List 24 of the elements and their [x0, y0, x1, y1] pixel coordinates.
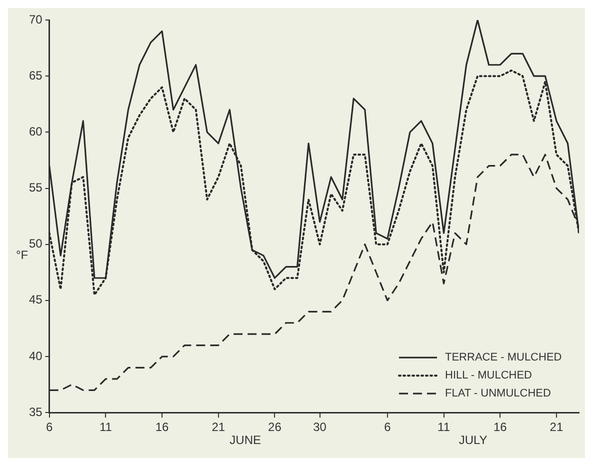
legend-label: FLAT - UNMULCHED: [445, 388, 551, 400]
text: JULY: [458, 432, 488, 447]
x-tick-label: 6: [384, 420, 392, 434]
x-tick-label: 6: [46, 420, 54, 434]
y-axis-title: °F: [16, 248, 28, 262]
x-tick-label: 26: [268, 420, 282, 434]
text: JUNE: [230, 432, 261, 447]
x-tick-label: 30: [313, 420, 327, 434]
y-tick-label: 65: [28, 68, 43, 82]
x-tick-label: 21: [550, 420, 564, 434]
x-tick-label: 16: [493, 420, 508, 434]
y-tick-label: 60: [28, 124, 43, 138]
x-tick-label: 11: [99, 420, 112, 434]
y-tick-label: 50: [28, 236, 43, 251]
y-tick-label: 55: [28, 180, 43, 195]
legend-label: HILL - MULCHED: [445, 370, 532, 382]
y-tick-label: 40: [28, 348, 43, 363]
legend-label: TERRACE - MULCHED: [445, 352, 562, 364]
x-tick-label: 11: [438, 420, 450, 434]
y-tick-label: 70: [28, 12, 43, 26]
y-tick-label: 35: [28, 404, 43, 419]
x-tick-label: 16: [155, 420, 170, 434]
y-tick-label: 45: [28, 292, 43, 307]
x-tick-label: 21: [212, 420, 226, 434]
